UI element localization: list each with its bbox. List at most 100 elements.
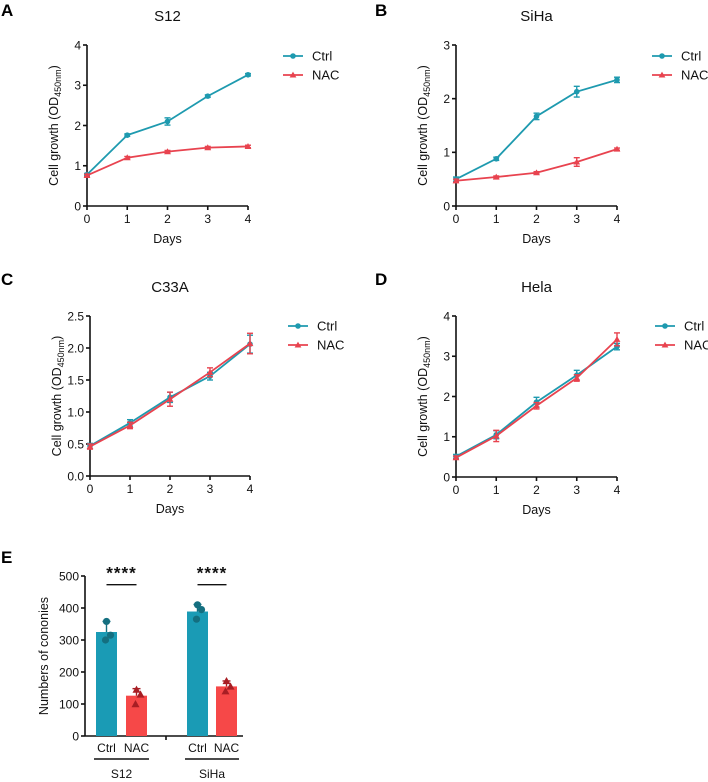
replicate-point bbox=[132, 685, 141, 693]
y-tick-label: 1.5 bbox=[67, 373, 84, 387]
y-axis-label-end: ) bbox=[47, 65, 61, 69]
x-tick-label: 3 bbox=[207, 482, 214, 496]
data-point bbox=[492, 432, 500, 439]
y-tick-label: 1 bbox=[443, 430, 450, 444]
y-tick-label: 3 bbox=[443, 350, 450, 364]
y-tick-label: 4 bbox=[74, 38, 81, 52]
x-tick-label: 2 bbox=[533, 483, 540, 497]
x-tick-label: 1 bbox=[493, 212, 500, 226]
x-tick-label: 3 bbox=[573, 212, 580, 226]
data-point bbox=[492, 173, 500, 180]
legend-item-ctrl: Ctrl bbox=[652, 49, 701, 64]
x-tick-label: 0 bbox=[87, 482, 94, 496]
y-axis-label-subscript: 450nm bbox=[53, 69, 63, 97]
y-tick-label: 0.5 bbox=[67, 437, 84, 451]
x-axis-label: Days bbox=[522, 232, 550, 246]
y-axis-label: Cell growth (OD450nm) bbox=[50, 336, 66, 457]
series-nac bbox=[452, 332, 621, 461]
y-tick-label: 500 bbox=[59, 569, 79, 583]
data-point bbox=[452, 177, 460, 184]
legend-marker bbox=[295, 323, 301, 329]
replicate-point bbox=[101, 636, 110, 644]
y-axis-label: Numbers of cononies bbox=[37, 597, 51, 715]
series-nac bbox=[86, 332, 254, 450]
data-point bbox=[164, 118, 171, 125]
y-axis-label-main: Cell growth (OD bbox=[47, 97, 61, 186]
legend-marker bbox=[662, 323, 668, 329]
x-axis-label: Days bbox=[153, 232, 181, 246]
line-chart-s12: S12 0 1 2 3 4 0 1 2 3 4 Days Cell growth (OD450nm) Ct… bbox=[47, 8, 339, 246]
group-label: S12 bbox=[111, 767, 133, 781]
chart-title: Hela bbox=[521, 279, 553, 296]
data-point bbox=[86, 443, 94, 450]
x-tick-label: 0 bbox=[453, 212, 460, 226]
data-point bbox=[124, 132, 131, 138]
y-axis-label-subscript: 450nm bbox=[422, 340, 432, 368]
series-line-ctrl bbox=[455, 79, 618, 180]
chart-title: S12 bbox=[154, 8, 181, 25]
significance-stars: **** bbox=[106, 564, 136, 583]
data-point bbox=[246, 340, 254, 347]
panel-letter-d: D bbox=[375, 270, 387, 289]
data-point bbox=[245, 71, 251, 78]
legend-item-nac: NAC bbox=[288, 338, 344, 353]
x-tick-label: 1 bbox=[127, 482, 134, 496]
y-axis-label-end: ) bbox=[416, 336, 430, 340]
x-tick-label: 1 bbox=[493, 483, 500, 497]
legend-label: NAC bbox=[312, 68, 339, 83]
significance-stars: **** bbox=[197, 564, 227, 583]
data-point bbox=[123, 154, 131, 161]
legend-label: Ctrl bbox=[317, 319, 337, 334]
bar-chart-colonies: 0 100 200 300 400 500 Numbers of cononies Ctrl N… bbox=[37, 564, 243, 781]
panel-letter-b: B bbox=[375, 1, 387, 20]
x-tick-label: 2 bbox=[533, 212, 540, 226]
series-nac bbox=[83, 143, 252, 178]
data-point bbox=[573, 374, 581, 381]
bar-nac bbox=[126, 695, 147, 736]
y-tick-label: 400 bbox=[59, 601, 79, 615]
replicate-point bbox=[192, 615, 201, 623]
y-tick-label: 0 bbox=[74, 199, 81, 213]
y-axis-label: Cell growth (OD450nm) bbox=[416, 336, 432, 457]
legend-marker bbox=[289, 71, 297, 78]
x-tick-label: 0 bbox=[84, 212, 91, 226]
legend-item-ctrl: Ctrl bbox=[288, 319, 337, 334]
bar-group-s12: Ctrl NAC S12 **** bbox=[94, 564, 149, 781]
replicate-point bbox=[226, 682, 235, 690]
x-axis-label: Days bbox=[522, 503, 550, 517]
data-point bbox=[613, 145, 621, 152]
legend-marker bbox=[658, 71, 666, 78]
x-tick-label: 4 bbox=[245, 212, 252, 226]
x-tick-label: Ctrl bbox=[188, 741, 207, 755]
y-axis-label-end: ) bbox=[416, 65, 430, 69]
y-tick-label: 3 bbox=[74, 79, 81, 93]
replicate-point bbox=[131, 700, 140, 708]
legend-item-nac: NAC bbox=[652, 68, 708, 83]
y-axis-label-end: ) bbox=[50, 336, 64, 340]
y-axis-label-main: Cell growth (OD bbox=[50, 367, 64, 456]
legend-label: NAC bbox=[684, 338, 708, 353]
y-tick-label: 1 bbox=[443, 146, 450, 160]
legend-label: Ctrl bbox=[684, 319, 704, 334]
bar-group-siha: Ctrl NAC SiHa **** bbox=[185, 564, 239, 781]
x-tick-label: NAC bbox=[214, 741, 240, 755]
legend-marker bbox=[659, 53, 665, 59]
legend-label: Ctrl bbox=[312, 49, 332, 64]
legend-label: NAC bbox=[317, 338, 344, 353]
y-tick-label: 2 bbox=[443, 92, 450, 106]
y-axis-label-main: Cell growth (OD bbox=[416, 97, 430, 186]
data-point bbox=[533, 113, 540, 120]
replicate-point bbox=[106, 631, 115, 639]
data-point bbox=[204, 93, 211, 99]
x-tick-label: 3 bbox=[204, 212, 211, 226]
y-tick-label: 0 bbox=[72, 729, 79, 743]
data-point bbox=[614, 77, 620, 83]
data-point bbox=[533, 402, 540, 409]
line-chart-c33a: C33A 0.0 0.5 1.0 1.5 2.0 2.5 0 1 2 3 4 Days Cell grow… bbox=[50, 279, 344, 516]
chart-title: SiHa bbox=[520, 8, 553, 25]
data-point bbox=[452, 454, 460, 461]
data-point bbox=[533, 169, 540, 176]
y-tick-label: 2 bbox=[74, 119, 81, 133]
y-tick-label: 1 bbox=[74, 159, 81, 173]
